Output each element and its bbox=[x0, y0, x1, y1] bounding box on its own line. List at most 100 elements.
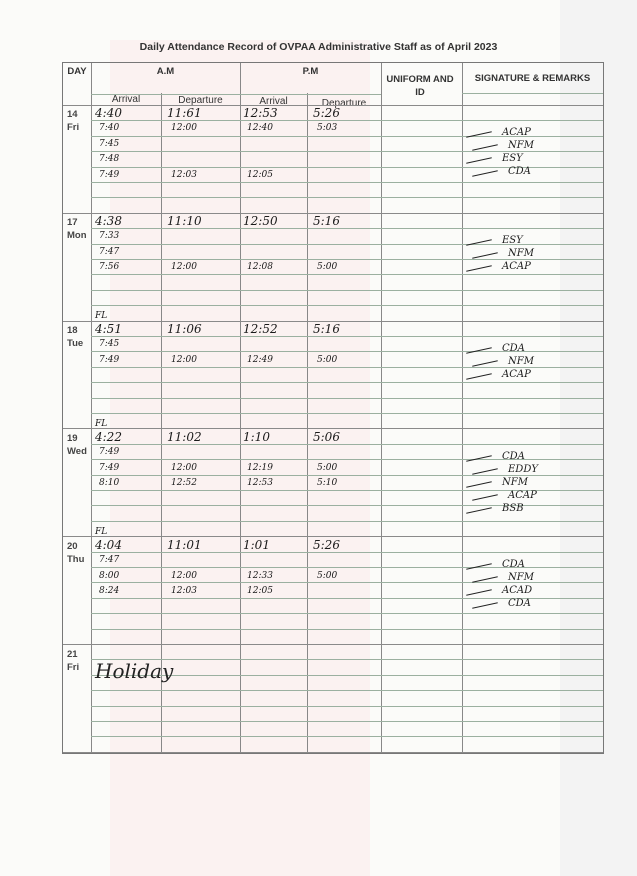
header-signature: SIGNATURE & REMARKS bbox=[474, 73, 591, 84]
time-entry-pm-arrival: 12:05 bbox=[247, 586, 273, 597]
time-entry-am-arrival: 8:10 bbox=[99, 478, 120, 489]
time-entry-pm-arrival: 1:01 bbox=[243, 538, 270, 552]
header-uniform: UNIFORM AND ID bbox=[386, 74, 454, 98]
time-entry-am-arrival: 7:49 bbox=[99, 462, 120, 473]
column-divider bbox=[240, 63, 241, 753]
staff-initials: ACAP bbox=[502, 261, 531, 272]
time-entry-am-arrival: 4:40 bbox=[95, 106, 122, 120]
row-line bbox=[63, 536, 603, 538]
staff-initials: NFM bbox=[502, 477, 528, 488]
day-weekday: Mon bbox=[67, 230, 87, 241]
leave-note: FL bbox=[95, 419, 108, 429]
signature-scribble bbox=[472, 468, 498, 475]
row-line bbox=[91, 243, 603, 245]
row-line bbox=[91, 520, 603, 522]
header-am-departure: Departure bbox=[178, 95, 223, 106]
row-line bbox=[63, 320, 603, 322]
time-entry-am-arrival: 4:04 bbox=[95, 538, 122, 552]
staff-initials: EDDY bbox=[508, 464, 538, 475]
time-entry-am-departure: 11:10 bbox=[167, 214, 202, 228]
staff-initials: CDA bbox=[502, 451, 525, 462]
day-weekday: Fri bbox=[67, 662, 80, 673]
time-entry-pm-departure: 5:00 bbox=[317, 354, 338, 365]
row-line bbox=[91, 551, 603, 553]
signature-scribble bbox=[472, 602, 498, 609]
signature-scribble bbox=[472, 494, 498, 501]
column-divider bbox=[307, 93, 308, 753]
signature-remark: CDA bbox=[466, 343, 525, 354]
header-pm: P.M bbox=[302, 66, 319, 77]
header-pm-arrival: Arrival bbox=[259, 96, 288, 107]
time-entry-pm-departure: 5:06 bbox=[313, 430, 340, 444]
signature-remark: ACAP bbox=[466, 261, 531, 272]
day-date: 18 bbox=[67, 325, 78, 336]
time-entry-am-arrival: 4:51 bbox=[95, 322, 122, 336]
row-line bbox=[91, 690, 603, 692]
signature-scribble bbox=[472, 170, 498, 177]
signature-remark: EDDY bbox=[472, 464, 538, 475]
staff-initials: NFM bbox=[508, 248, 534, 259]
header-pm-departure: Departure bbox=[321, 98, 367, 109]
signature-remark: ACAD bbox=[466, 585, 532, 596]
time-entry-pm-arrival: 1:10 bbox=[243, 430, 270, 444]
row-line bbox=[91, 228, 603, 230]
time-entry-pm-arrival: 12:40 bbox=[247, 123, 273, 134]
time-entry-pm-departure: 5:26 bbox=[313, 538, 340, 552]
header-divider bbox=[462, 93, 603, 94]
signature-remark: ESY bbox=[466, 235, 523, 246]
time-entry-pm-arrival: 12:52 bbox=[243, 322, 278, 336]
signature-scribble bbox=[466, 481, 492, 488]
signature-remark: NFM bbox=[472, 140, 534, 151]
row-line bbox=[91, 274, 603, 276]
row-line bbox=[91, 305, 603, 307]
time-entry-pm-arrival: 12:05 bbox=[247, 169, 273, 180]
day-date: 14 bbox=[67, 109, 78, 120]
time-entry-pm-arrival: 12:50 bbox=[243, 214, 278, 228]
attendance-table: DAY A.M P.M UNIFORM AND ID SIGNATURE & R… bbox=[62, 62, 604, 754]
row-line bbox=[91, 197, 603, 199]
row-line bbox=[91, 366, 603, 368]
time-entry-pm-departure: 5:16 bbox=[313, 322, 340, 336]
row-line bbox=[91, 505, 603, 507]
time-entry-pm-arrival: 12:33 bbox=[247, 570, 273, 581]
header-am: A.M bbox=[156, 66, 175, 77]
signature-scribble bbox=[466, 265, 492, 272]
time-entry-am-departure: 12:00 bbox=[171, 123, 197, 134]
staff-initials: ACAP bbox=[508, 490, 537, 501]
row-line bbox=[91, 567, 603, 568]
row-line bbox=[91, 628, 603, 630]
leave-note: FL bbox=[95, 311, 108, 321]
signature-scribble bbox=[466, 157, 492, 164]
signature-remark: ACAP bbox=[466, 369, 531, 380]
signature-scribble bbox=[466, 131, 492, 138]
page-title: Daily Attendance Record of OVPAA Adminis… bbox=[139, 41, 498, 53]
day-weekday: Tue bbox=[67, 338, 84, 349]
staff-initials: BSB bbox=[502, 503, 524, 514]
time-entry-am-departure: 12:03 bbox=[171, 169, 197, 180]
row-line bbox=[91, 397, 603, 399]
signature-scribble bbox=[472, 360, 498, 367]
day-date: 21 bbox=[67, 649, 78, 660]
day-date: 17 bbox=[67, 217, 78, 228]
staff-initials: ACAP bbox=[502, 369, 531, 380]
time-entry-am-arrival: 7:47 bbox=[99, 246, 120, 257]
header-am-arrival: Arrival bbox=[111, 94, 141, 105]
time-entry-am-arrival: 7:45 bbox=[99, 339, 120, 350]
row-line bbox=[91, 382, 603, 384]
row-line bbox=[91, 182, 603, 183]
row-line bbox=[91, 490, 603, 491]
row-line bbox=[91, 674, 603, 676]
column-divider bbox=[91, 63, 92, 753]
time-entry-am-departure: 11:61 bbox=[167, 106, 202, 120]
staff-initials: CDA bbox=[502, 559, 525, 570]
row-line bbox=[91, 413, 603, 414]
row-line bbox=[91, 736, 603, 738]
row-line bbox=[91, 120, 603, 122]
signature-remark: ESY bbox=[466, 153, 523, 164]
time-entry-am-departure: 11:06 bbox=[167, 322, 202, 336]
row-line bbox=[91, 135, 603, 137]
time-entry-am-departure: 12:00 bbox=[171, 354, 197, 365]
time-entry-pm-arrival: 12:53 bbox=[247, 478, 273, 489]
row-line bbox=[91, 474, 603, 476]
